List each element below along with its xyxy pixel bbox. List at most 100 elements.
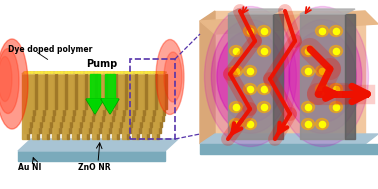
Polygon shape (43, 72, 51, 74)
Ellipse shape (330, 26, 342, 36)
Polygon shape (156, 72, 164, 74)
Polygon shape (85, 74, 87, 109)
Polygon shape (153, 74, 158, 133)
Polygon shape (147, 74, 149, 139)
Polygon shape (70, 74, 74, 109)
Polygon shape (51, 74, 54, 121)
Polygon shape (82, 74, 84, 121)
Polygon shape (55, 74, 60, 127)
Polygon shape (52, 72, 59, 74)
Polygon shape (105, 74, 110, 127)
Polygon shape (300, 9, 355, 14)
Polygon shape (118, 74, 121, 133)
Polygon shape (156, 74, 161, 121)
Polygon shape (83, 74, 85, 115)
Polygon shape (97, 74, 99, 139)
Polygon shape (90, 72, 96, 74)
Polygon shape (85, 72, 92, 74)
Polygon shape (102, 99, 118, 113)
Polygon shape (130, 74, 132, 127)
Polygon shape (104, 74, 108, 133)
Ellipse shape (0, 49, 19, 114)
Polygon shape (95, 74, 100, 127)
Polygon shape (56, 74, 62, 121)
Polygon shape (34, 74, 39, 133)
Polygon shape (50, 72, 56, 74)
Polygon shape (136, 74, 141, 121)
Polygon shape (93, 74, 99, 133)
Polygon shape (23, 74, 28, 133)
Polygon shape (102, 74, 104, 121)
Polygon shape (150, 74, 155, 109)
Ellipse shape (156, 40, 184, 115)
Polygon shape (110, 74, 112, 127)
Polygon shape (148, 74, 153, 115)
Polygon shape (72, 74, 77, 139)
Ellipse shape (316, 66, 328, 77)
Polygon shape (132, 74, 137, 139)
Polygon shape (138, 74, 141, 133)
Polygon shape (91, 74, 93, 121)
Polygon shape (138, 74, 143, 115)
Polygon shape (135, 74, 140, 127)
Polygon shape (27, 74, 29, 139)
Polygon shape (18, 151, 165, 161)
Polygon shape (105, 72, 112, 74)
Ellipse shape (204, 6, 296, 146)
Polygon shape (32, 74, 37, 139)
Polygon shape (72, 72, 79, 74)
Polygon shape (228, 9, 283, 14)
Polygon shape (128, 74, 133, 115)
Polygon shape (43, 74, 45, 115)
Polygon shape (113, 74, 118, 133)
Polygon shape (300, 14, 345, 139)
Text: Pump: Pump (87, 59, 118, 69)
Polygon shape (155, 74, 160, 127)
Polygon shape (116, 72, 124, 74)
Polygon shape (79, 74, 81, 133)
Polygon shape (40, 74, 42, 127)
Polygon shape (48, 74, 51, 133)
Polygon shape (130, 72, 136, 74)
Ellipse shape (229, 119, 243, 129)
Ellipse shape (229, 101, 243, 112)
Polygon shape (95, 72, 102, 74)
Ellipse shape (257, 101, 271, 112)
Polygon shape (58, 74, 63, 115)
Polygon shape (38, 74, 43, 115)
Polygon shape (135, 74, 136, 109)
Polygon shape (32, 72, 39, 74)
Polygon shape (29, 74, 34, 109)
Polygon shape (104, 72, 110, 74)
Polygon shape (65, 72, 72, 74)
Ellipse shape (257, 26, 271, 36)
Polygon shape (161, 74, 164, 121)
Polygon shape (92, 72, 99, 74)
Ellipse shape (211, 20, 290, 133)
Polygon shape (153, 74, 155, 115)
Ellipse shape (243, 119, 257, 129)
Polygon shape (35, 74, 40, 127)
Polygon shape (345, 14, 355, 139)
Polygon shape (115, 72, 122, 74)
Polygon shape (37, 74, 42, 121)
Polygon shape (78, 74, 83, 115)
Polygon shape (87, 74, 89, 139)
Polygon shape (39, 74, 40, 133)
Polygon shape (65, 74, 67, 109)
Polygon shape (273, 14, 283, 139)
Polygon shape (136, 72, 144, 74)
Polygon shape (124, 72, 130, 74)
Polygon shape (149, 74, 150, 133)
Polygon shape (90, 74, 94, 109)
Ellipse shape (302, 101, 314, 112)
Polygon shape (200, 11, 215, 144)
Polygon shape (38, 72, 45, 74)
Ellipse shape (243, 26, 257, 36)
Polygon shape (108, 74, 113, 115)
Polygon shape (39, 74, 45, 109)
Polygon shape (124, 74, 127, 109)
Polygon shape (45, 74, 50, 127)
Ellipse shape (302, 66, 314, 77)
Polygon shape (59, 72, 67, 74)
